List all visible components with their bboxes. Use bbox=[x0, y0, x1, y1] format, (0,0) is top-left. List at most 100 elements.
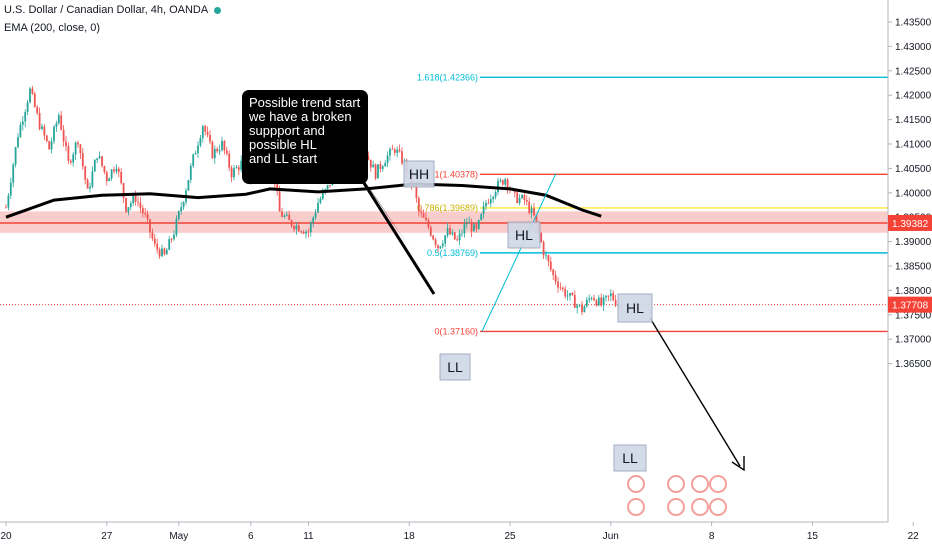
candle-body bbox=[115, 168, 118, 172]
candle-body bbox=[321, 192, 324, 199]
candle-body bbox=[69, 160, 72, 163]
candle-body bbox=[237, 167, 240, 170]
y-tick-label: 1.43500 bbox=[895, 18, 932, 29]
candle-body bbox=[381, 166, 384, 169]
y-tick-label: 1.37000 bbox=[895, 335, 932, 346]
candle-body bbox=[151, 232, 154, 239]
candle-body bbox=[36, 106, 39, 114]
candle-body bbox=[422, 213, 425, 218]
y-tick-label: 1.42000 bbox=[895, 91, 932, 102]
candle-body bbox=[530, 208, 533, 213]
candle-body bbox=[437, 245, 439, 249]
candle-body bbox=[393, 149, 396, 153]
candle-body bbox=[494, 192, 497, 197]
candle-body bbox=[173, 234, 175, 240]
candle-body bbox=[329, 185, 331, 186]
candle-body bbox=[161, 248, 163, 257]
candle-body bbox=[516, 192, 519, 203]
candle-body bbox=[552, 269, 555, 276]
candle-body bbox=[420, 211, 423, 214]
candle-body bbox=[477, 220, 480, 229]
candle-body bbox=[278, 191, 281, 212]
candle-body bbox=[312, 217, 315, 223]
candle-body bbox=[295, 225, 298, 230]
candle-body bbox=[81, 153, 84, 167]
event-flag-icon bbox=[667, 475, 685, 493]
candle-body bbox=[401, 151, 403, 164]
indicator-label[interactable]: EMA (200, close, 0) bbox=[4, 22, 100, 34]
candle-body bbox=[228, 153, 231, 168]
y-tick-label: 1.40000 bbox=[895, 188, 932, 199]
callout-pointer bbox=[360, 179, 436, 295]
candle-body bbox=[43, 126, 46, 136]
candle-body bbox=[545, 255, 547, 257]
candle-body bbox=[139, 202, 142, 208]
candle-body bbox=[192, 154, 195, 166]
candle-body bbox=[398, 149, 401, 152]
candle-body bbox=[540, 233, 543, 243]
candle-body bbox=[283, 215, 286, 217]
candle-body bbox=[211, 141, 214, 159]
candle-body bbox=[547, 255, 550, 262]
candle-body bbox=[101, 156, 103, 167]
x-tick-label: 18 bbox=[404, 531, 416, 542]
candle-body bbox=[86, 179, 89, 189]
candle-body bbox=[79, 144, 82, 154]
candle-body bbox=[485, 202, 487, 207]
candle-body bbox=[177, 211, 180, 219]
event-flag-icon bbox=[627, 475, 645, 493]
candle-body bbox=[288, 214, 291, 221]
candle-body bbox=[379, 164, 382, 169]
candle-body bbox=[456, 239, 459, 241]
annotation-callout[interactable]: Possible trend start we have a broken su… bbox=[242, 90, 368, 184]
candle-body bbox=[499, 180, 502, 182]
fib-level-label: 0(1.37160) bbox=[434, 326, 478, 336]
event-flag-icon bbox=[691, 498, 709, 516]
candle-body bbox=[533, 208, 535, 216]
candle-body bbox=[427, 220, 430, 228]
candle-body bbox=[585, 299, 588, 307]
candle-body bbox=[432, 235, 435, 240]
candle-body bbox=[187, 179, 190, 191]
candle-body bbox=[487, 202, 490, 204]
candle-body bbox=[518, 198, 521, 203]
market-status-icon bbox=[214, 6, 222, 14]
candle-body bbox=[17, 137, 19, 148]
candle-body bbox=[473, 224, 475, 232]
candle-body bbox=[230, 167, 233, 178]
candle-body bbox=[293, 226, 295, 230]
pattern-box bbox=[403, 160, 435, 188]
candle-body bbox=[120, 171, 123, 184]
candle-body bbox=[417, 197, 420, 212]
candle-body bbox=[5, 207, 7, 209]
y-tick-label: 1.38500 bbox=[895, 262, 932, 273]
x-tick-label: 6 bbox=[248, 531, 254, 542]
candle-body bbox=[163, 248, 166, 255]
candle-body bbox=[209, 134, 211, 142]
fib-level-label: 1.618(1.42366) bbox=[417, 72, 478, 82]
candle-body bbox=[180, 207, 183, 212]
candle-body bbox=[233, 168, 235, 178]
y-tick-label: 1.37500 bbox=[895, 310, 932, 321]
x-tick-label: 22 bbox=[908, 531, 920, 542]
pattern-box bbox=[439, 353, 471, 381]
candle-body bbox=[168, 239, 171, 250]
fib-level-label: 1(1.40378) bbox=[434, 169, 478, 179]
candle-body bbox=[50, 141, 53, 150]
candle-body bbox=[285, 214, 288, 216]
candle-body bbox=[521, 194, 523, 199]
candle-body bbox=[549, 261, 552, 270]
arrow-head-icon bbox=[731, 456, 745, 472]
candle-body bbox=[129, 203, 132, 208]
candle-body bbox=[67, 146, 70, 161]
candle-body bbox=[290, 220, 293, 227]
y-tick-label: 1.39000 bbox=[895, 237, 932, 248]
candle-body bbox=[566, 295, 569, 297]
candle-body bbox=[206, 131, 209, 135]
y-tick-label: 1.43000 bbox=[895, 42, 932, 53]
candle-body bbox=[194, 153, 197, 155]
candle-body bbox=[463, 224, 466, 234]
candle-body bbox=[307, 231, 310, 233]
candle-body bbox=[93, 159, 96, 172]
